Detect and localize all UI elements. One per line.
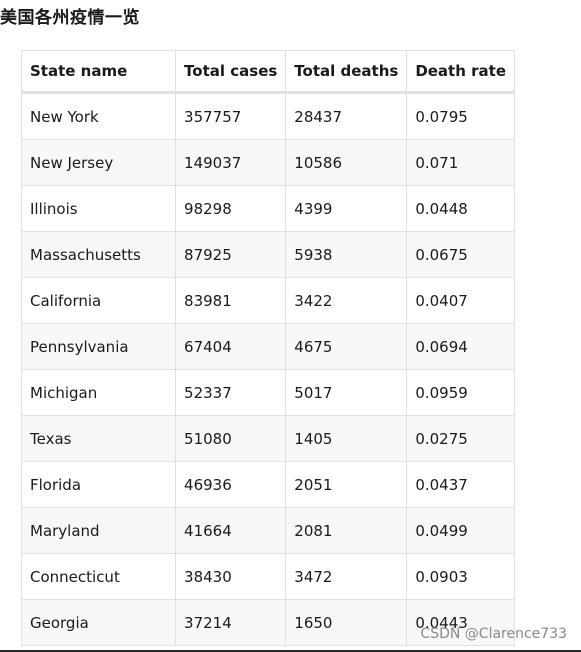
cell-state-name: California <box>20 277 177 324</box>
table-row: Illinois 98298 4399 0.0448 <box>20 185 515 232</box>
table-row: Maryland 41664 2081 0.0499 <box>20 507 515 554</box>
table-row: New Jersey 149037 10586 0.071 <box>20 139 515 186</box>
cell-total-deaths: 5938 <box>285 231 408 278</box>
cell-total-deaths: 4399 <box>285 185 408 232</box>
cell-state-name: Illinois <box>20 185 177 232</box>
cell-total-deaths: 2081 <box>285 507 408 554</box>
cell-state-name: Michigan <box>20 369 177 416</box>
cell-state-name: Massachusetts <box>20 231 177 278</box>
table-row: New York 357757 28437 0.0795 <box>20 92 515 140</box>
cell-state-name: Connecticut <box>20 553 177 600</box>
covid-state-table: State name Total cases Total deaths Deat… <box>20 50 515 646</box>
cell-total-cases: 52337 <box>175 369 287 416</box>
cell-total-deaths: 10586 <box>285 139 408 186</box>
divider <box>0 650 581 652</box>
cell-death-rate: 0.0275 <box>406 415 515 462</box>
table-row: Michigan 52337 5017 0.0959 <box>20 369 515 416</box>
cell-death-rate: 0.0959 <box>406 369 515 416</box>
cell-total-deaths: 3422 <box>285 277 408 324</box>
cell-state-name: Texas <box>20 415 177 462</box>
cell-total-cases: 41664 <box>175 507 287 554</box>
table-row: Pennsylvania 67404 4675 0.0694 <box>20 323 515 370</box>
cell-death-rate: 0.0448 <box>406 185 515 232</box>
table-row: Texas 51080 1405 0.0275 <box>20 415 515 462</box>
cell-total-cases: 38430 <box>175 553 287 600</box>
table-body: New York 357757 28437 0.0795 New Jersey 14903… <box>20 92 515 646</box>
cell-death-rate: 0.0499 <box>406 507 515 554</box>
header-total-cases: Total cases <box>175 50 287 94</box>
cell-total-cases: 37214 <box>175 599 287 646</box>
cell-state-name: Maryland <box>20 507 177 554</box>
cell-state-name: Georgia <box>20 599 177 646</box>
cell-total-deaths: 5017 <box>285 369 408 416</box>
cell-death-rate: 0.0407 <box>406 277 515 324</box>
header-death-rate: Death rate <box>406 50 515 94</box>
cell-total-cases: 67404 <box>175 323 287 370</box>
cell-death-rate: 0.0903 <box>406 553 515 600</box>
cell-total-cases: 149037 <box>175 139 287 186</box>
cell-death-rate: 0.0795 <box>406 92 515 140</box>
cell-total-cases: 98298 <box>175 185 287 232</box>
table-row: Georgia 37214 1650 0.0443 <box>20 599 515 646</box>
page-title: 美国各州疫情一览 <box>0 8 140 28</box>
cell-state-name: Pennsylvania <box>20 323 177 370</box>
header-total-deaths: Total deaths <box>285 50 408 94</box>
cell-death-rate: 0.071 <box>406 139 515 186</box>
cell-total-deaths: 2051 <box>285 461 408 508</box>
cell-death-rate: 0.0694 <box>406 323 515 370</box>
cell-death-rate: 0.0443 <box>406 599 515 646</box>
table-row: Florida 46936 2051 0.0437 <box>20 461 515 508</box>
header-state-name: State name <box>20 50 177 94</box>
cell-total-deaths: 1405 <box>285 415 408 462</box>
cell-total-cases: 357757 <box>175 92 287 140</box>
table-header-row: State name Total cases Total deaths Deat… <box>20 50 515 94</box>
cell-total-deaths: 3472 <box>285 553 408 600</box>
cell-state-name: Florida <box>20 461 177 508</box>
cell-total-deaths: 28437 <box>285 92 408 140</box>
cell-death-rate: 0.0437 <box>406 461 515 508</box>
cell-total-cases: 83981 <box>175 277 287 324</box>
cell-total-cases: 46936 <box>175 461 287 508</box>
table-row: Massachusetts 87925 5938 0.0675 <box>20 231 515 278</box>
table-row: California 83981 3422 0.0407 <box>20 277 515 324</box>
cell-state-name: New York <box>20 92 177 140</box>
watermark: CSDN @Clarence733 <box>420 626 567 642</box>
cell-death-rate: 0.0675 <box>406 231 515 278</box>
cell-total-cases: 87925 <box>175 231 287 278</box>
cell-total-deaths: 4675 <box>285 323 408 370</box>
cell-state-name: New Jersey <box>20 139 177 186</box>
table-row: Connecticut 38430 3472 0.0903 <box>20 553 515 600</box>
cell-total-deaths: 1650 <box>285 599 408 646</box>
cell-total-cases: 51080 <box>175 415 287 462</box>
